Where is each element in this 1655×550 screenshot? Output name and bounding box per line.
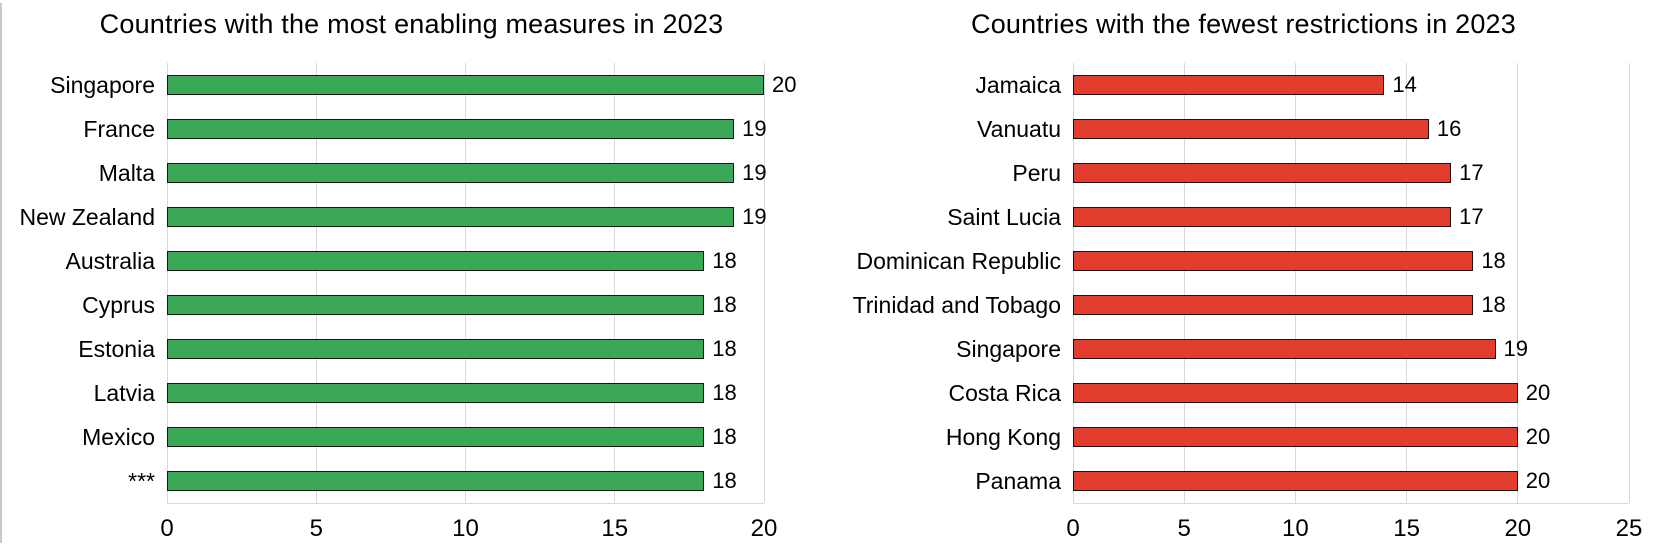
gridline [1517,63,1519,503]
x-tick-label: 20 [1504,515,1532,542]
chart-fewest-restrictions: Countries with the fewest restrictions i… [832,0,1655,550]
bar-new-zealand [167,207,735,227]
category-label: Australia [65,248,155,274]
category-label: Panama [975,468,1061,494]
bar-panama [1073,471,1518,491]
value-label: 18 [712,468,737,493]
plot-area-left: Singapore 20 France 19 Malta 19 New Zealand 19 A… [19,63,796,542]
bar-france [167,119,735,139]
value-label: 17 [1459,160,1484,185]
value-label: 18 [712,380,737,405]
category-label: Vanuatu [977,116,1061,142]
category-label: Costa Rica [948,380,1061,406]
bar-latvia [167,383,705,403]
category-label: *** [128,468,155,494]
x-tick-label: 15 [1393,515,1420,542]
chart-title-right: Countries with the fewest restrictions i… [971,9,1516,39]
value-label: 20 [1525,380,1551,405]
category-label: Singapore [956,336,1061,362]
x-tick-label: 10 [1282,515,1309,542]
value-label: 19 [1503,336,1529,361]
bar-singapore [1073,339,1496,359]
x-tick-label: 0 [160,515,174,542]
x-tick-label: 20 [750,515,778,542]
bar-jamaica [1073,75,1385,95]
gridline [1072,63,1074,503]
x-axis-line [1073,503,1629,504]
bar-mexico [167,427,705,447]
bar-malta [167,163,735,183]
value-label: 20 [772,72,797,97]
category-label: Saint Lucia [947,204,1061,230]
bar-hong-kong [1073,427,1518,447]
bar-costa-rica [1073,383,1518,403]
bar-cyprus [167,295,705,315]
value-label: 18 [712,292,737,317]
value-label: 17 [1459,204,1484,229]
category-label: Mexico [82,424,155,450]
bar-australia [167,251,705,271]
value-label: 16 [1436,116,1462,141]
x-tick-label: 5 [1177,515,1191,542]
value-label: 14 [1392,72,1417,97]
value-label: 19 [742,204,767,229]
x-tick-label: 0 [1066,515,1080,542]
category-label: Latvia [93,380,155,406]
bar-vanuatu [1073,119,1429,139]
category-label: Malta [98,160,155,186]
gridline [465,63,466,503]
category-label: Trinidad and Tobago [852,292,1061,318]
category-label: Peru [1012,160,1061,186]
value-label: 18 [712,336,737,361]
value-label: 18 [712,248,737,273]
value-label: 20 [1525,424,1551,449]
x-tick-label: 25 [1615,515,1643,542]
category-label: Singapore [50,72,155,98]
gridline [763,63,765,503]
category-label: Cyprus [82,292,155,318]
value-label: 19 [742,160,767,185]
category-label: Estonia [78,336,155,362]
category-label: Hong Kong [945,424,1061,450]
gridline [315,63,317,503]
panel-divider-line [0,3,2,543]
bar-- [167,471,705,491]
bar-peru [1073,163,1452,183]
value-label: 20 [1525,468,1551,493]
x-tick-label: 10 [452,515,479,542]
value-label: 18 [1481,248,1506,273]
value-label: 19 [742,116,767,141]
bar-saint-lucia [1073,207,1452,227]
plot-area-right: Jamaica 14 Vanuatu 16 Peru 17 Saint Lucia 17 Dom… [853,63,1642,542]
gridline [614,63,616,503]
x-tick-label: 5 [309,515,323,542]
bar-estonia [167,339,705,359]
gridline [1183,63,1185,503]
x-axis-line [167,503,764,504]
gridline [1294,63,1296,503]
chart-most-enabling-measures: Countries with the most enabling measure… [0,0,823,550]
category-label: Dominican Republic [856,248,1061,274]
value-label: 18 [1481,292,1506,317]
bar-singapore [167,75,764,95]
category-label: France [83,116,155,142]
category-label: New Zealand [19,204,155,230]
gridline [166,63,168,503]
bar-dominican-republic [1073,251,1474,271]
gridline [1406,63,1408,503]
chart-title-left: Countries with the most enabling measure… [99,9,724,39]
category-label: Jamaica [975,72,1061,98]
gridline [1628,63,1630,503]
bar-trinidad-and-tobago [1073,295,1474,315]
value-label: 18 [712,424,737,449]
x-tick-label: 15 [601,515,629,542]
